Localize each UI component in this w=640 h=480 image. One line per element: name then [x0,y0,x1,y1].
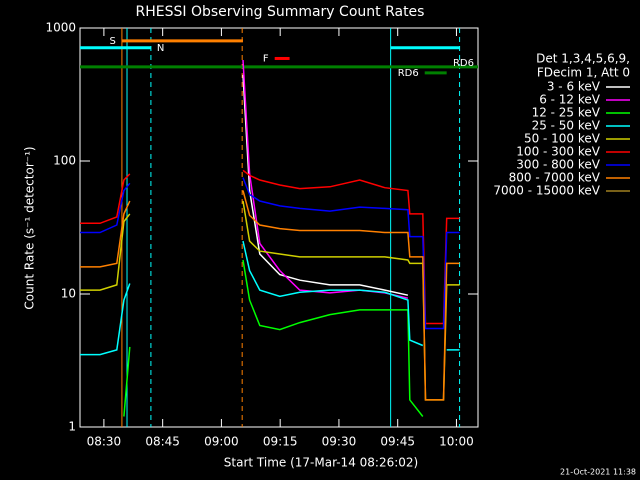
series-line [80,169,460,325]
series-line [80,177,460,330]
y-tick-label: 100 [53,154,76,168]
legend-label: 7000 - 15000 keV [493,184,600,198]
series-line [242,74,409,296]
x-tick-label: 08:45 [145,435,180,449]
x-axis-label: Start Time (17-Mar-14 08:26:02) [224,456,418,470]
y-tick-label: 10 [61,287,76,301]
chart-title: RHESSI Observing Summary Count Rates [136,4,425,20]
x-tick-label: 09:45 [380,435,415,449]
flag-label: F [263,53,269,64]
legend-label: 300 - 800 keV [516,158,600,172]
legend-label: 800 - 7000 keV [509,171,601,185]
series-line [80,200,460,401]
y-tick-label: 1000 [45,21,76,35]
footer-date: 21-Oct-2021 11:38 [560,468,636,477]
y-tick-label: 1 [68,420,76,434]
flag-label: S [110,36,116,47]
legend-label: 6 - 12 keV [539,93,601,107]
legend-label: 3 - 6 keV [547,80,601,94]
plot-frame [79,27,479,428]
flag-label: RD6 [398,68,419,79]
series-line [123,259,424,417]
legend-label: 25 - 50 keV [532,119,601,133]
x-tick-label: 09:15 [263,435,298,449]
flag-label: RD6 [453,58,474,69]
legend-label: 12 - 25 keV [532,106,601,120]
x-tick-label: 09:00 [204,435,239,449]
x-tick-label: 08:30 [87,435,122,449]
flag-label: N [157,43,164,54]
x-tick-label: 09:30 [322,435,357,449]
legend-label: 50 - 100 keV [524,132,601,146]
series-line [80,190,460,401]
y-axis-label: Count Rate (s⁻¹ detector⁻¹) [23,146,37,309]
series-line [80,240,460,356]
legend-label: 100 - 300 keV [516,145,600,159]
legend-header: Det 1,3,4,5,6,9, [536,52,630,66]
legend-header: FDecim 1, Att 0 [537,66,630,80]
x-tick-label: 10:00 [439,435,474,449]
